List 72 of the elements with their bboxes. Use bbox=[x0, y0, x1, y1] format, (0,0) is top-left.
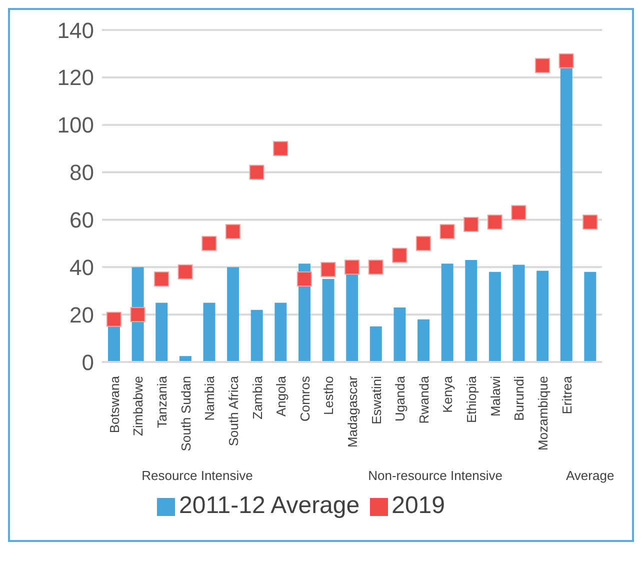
bar bbox=[203, 302, 216, 362]
y-tick-label: 20 bbox=[70, 302, 94, 328]
x-tick-label: Eswatini bbox=[368, 376, 384, 424]
y-tick-label: 100 bbox=[57, 112, 94, 138]
x-tick-label: Burundi bbox=[512, 376, 527, 421]
bar bbox=[465, 260, 478, 362]
point bbox=[558, 53, 574, 68]
bar bbox=[560, 68, 572, 362]
point bbox=[416, 236, 431, 251]
legend-label: 2019 bbox=[392, 492, 445, 519]
x-tick-label: Kenya bbox=[440, 375, 456, 413]
point bbox=[154, 272, 170, 286]
x-tick-label: Angola bbox=[274, 375, 289, 416]
bar bbox=[156, 302, 168, 362]
point bbox=[225, 224, 240, 240]
legend-label: 2011-12 Average bbox=[179, 492, 360, 519]
x-tick-label: South Africa bbox=[226, 375, 241, 446]
x-tick-label: South Sudan bbox=[178, 376, 194, 452]
x-tick-label: Botswana bbox=[106, 375, 122, 434]
point bbox=[534, 58, 550, 74]
y-tick-label: 60 bbox=[70, 208, 94, 233]
x-tick-label: Tanzania bbox=[154, 375, 170, 428]
point bbox=[464, 216, 479, 232]
bar bbox=[441, 264, 454, 362]
point bbox=[511, 205, 526, 220]
x-tick-label: Zambia bbox=[250, 375, 265, 420]
point bbox=[392, 248, 408, 263]
point bbox=[249, 164, 264, 180]
y-tick-label: 120 bbox=[57, 65, 94, 90]
x-tick-label: Nambia bbox=[202, 375, 218, 421]
bar bbox=[394, 307, 406, 362]
x-tick-label: Madagascar bbox=[345, 375, 360, 448]
bar bbox=[512, 264, 525, 362]
y-tick-label: 140 bbox=[57, 18, 94, 43]
bar bbox=[274, 302, 287, 362]
bar bbox=[488, 272, 501, 362]
bar bbox=[346, 274, 358, 362]
point bbox=[130, 307, 146, 322]
bar bbox=[418, 319, 430, 362]
bar bbox=[250, 310, 263, 362]
x-tick-label: Ethiopia bbox=[464, 375, 480, 423]
point bbox=[296, 272, 312, 286]
point bbox=[582, 214, 598, 230]
point bbox=[344, 260, 360, 275]
point bbox=[202, 236, 217, 251]
y-tick-label: 80 bbox=[70, 160, 94, 186]
text: Non-resource Intensive bbox=[367, 468, 504, 483]
point bbox=[178, 264, 193, 280]
x-tick-label: Mozambique bbox=[535, 376, 550, 450]
x-tick-label: Malawi bbox=[488, 376, 503, 416]
text: Resource Intensive bbox=[140, 468, 254, 483]
point bbox=[368, 260, 384, 275]
text: Average bbox=[566, 468, 614, 483]
x-tick-label: Uganda bbox=[392, 375, 408, 422]
point bbox=[320, 262, 336, 278]
bar bbox=[584, 272, 596, 362]
x-tick-label: Zimbabwe bbox=[130, 376, 146, 436]
x-tick-label: Lestho bbox=[321, 376, 336, 416]
x-tick-label: Rwanda bbox=[416, 375, 432, 424]
point bbox=[273, 141, 288, 156]
bar bbox=[227, 267, 240, 362]
point bbox=[440, 224, 455, 240]
bar bbox=[322, 279, 334, 362]
bar bbox=[108, 326, 120, 362]
y-tick-label: 0 bbox=[82, 350, 94, 375]
bar bbox=[370, 326, 382, 362]
bar bbox=[536, 270, 549, 362]
x-tick-label: Eritrea bbox=[559, 375, 574, 414]
point bbox=[106, 312, 122, 327]
point bbox=[487, 214, 502, 230]
x-tick-label: Comros bbox=[297, 376, 312, 422]
y-tick-label: 40 bbox=[70, 254, 94, 280]
